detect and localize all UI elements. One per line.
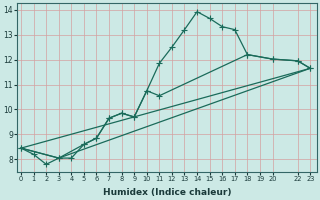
X-axis label: Humidex (Indice chaleur): Humidex (Indice chaleur) (103, 188, 231, 197)
